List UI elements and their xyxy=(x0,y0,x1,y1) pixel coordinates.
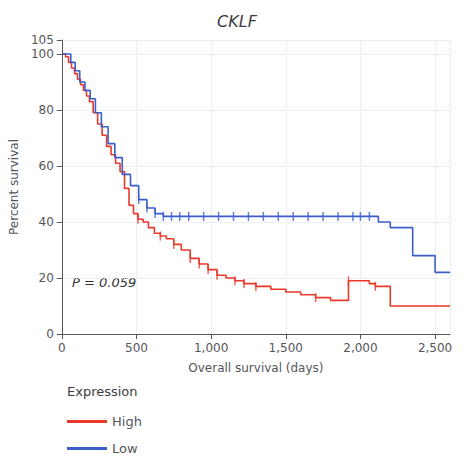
svg-text:1,500: 1,500 xyxy=(269,341,303,355)
svg-text:100: 100 xyxy=(31,47,54,61)
svg-text:CKLF: CKLF xyxy=(217,12,258,31)
svg-text:105: 105 xyxy=(31,33,54,47)
svg-text:0: 0 xyxy=(58,341,66,355)
svg-text:0: 0 xyxy=(46,327,54,341)
svg-text:40: 40 xyxy=(39,215,54,229)
svg-text:1,000: 1,000 xyxy=(194,341,228,355)
svg-text:80: 80 xyxy=(39,103,54,117)
svg-text:Percent survival: Percent survival xyxy=(7,139,21,235)
svg-text:Overall survival (days): Overall survival (days) xyxy=(188,361,323,375)
svg-text:2,500: 2,500 xyxy=(418,341,452,355)
svg-text:500: 500 xyxy=(125,341,148,355)
svg-text:Low: Low xyxy=(112,441,138,456)
svg-text:P = 0.059: P = 0.059 xyxy=(72,275,136,290)
svg-text:High: High xyxy=(112,414,142,429)
svg-text:2,000: 2,000 xyxy=(343,341,377,355)
svg-text:60: 60 xyxy=(39,159,54,173)
svg-text:Expression: Expression xyxy=(67,384,138,399)
svg-text:20: 20 xyxy=(39,271,54,285)
